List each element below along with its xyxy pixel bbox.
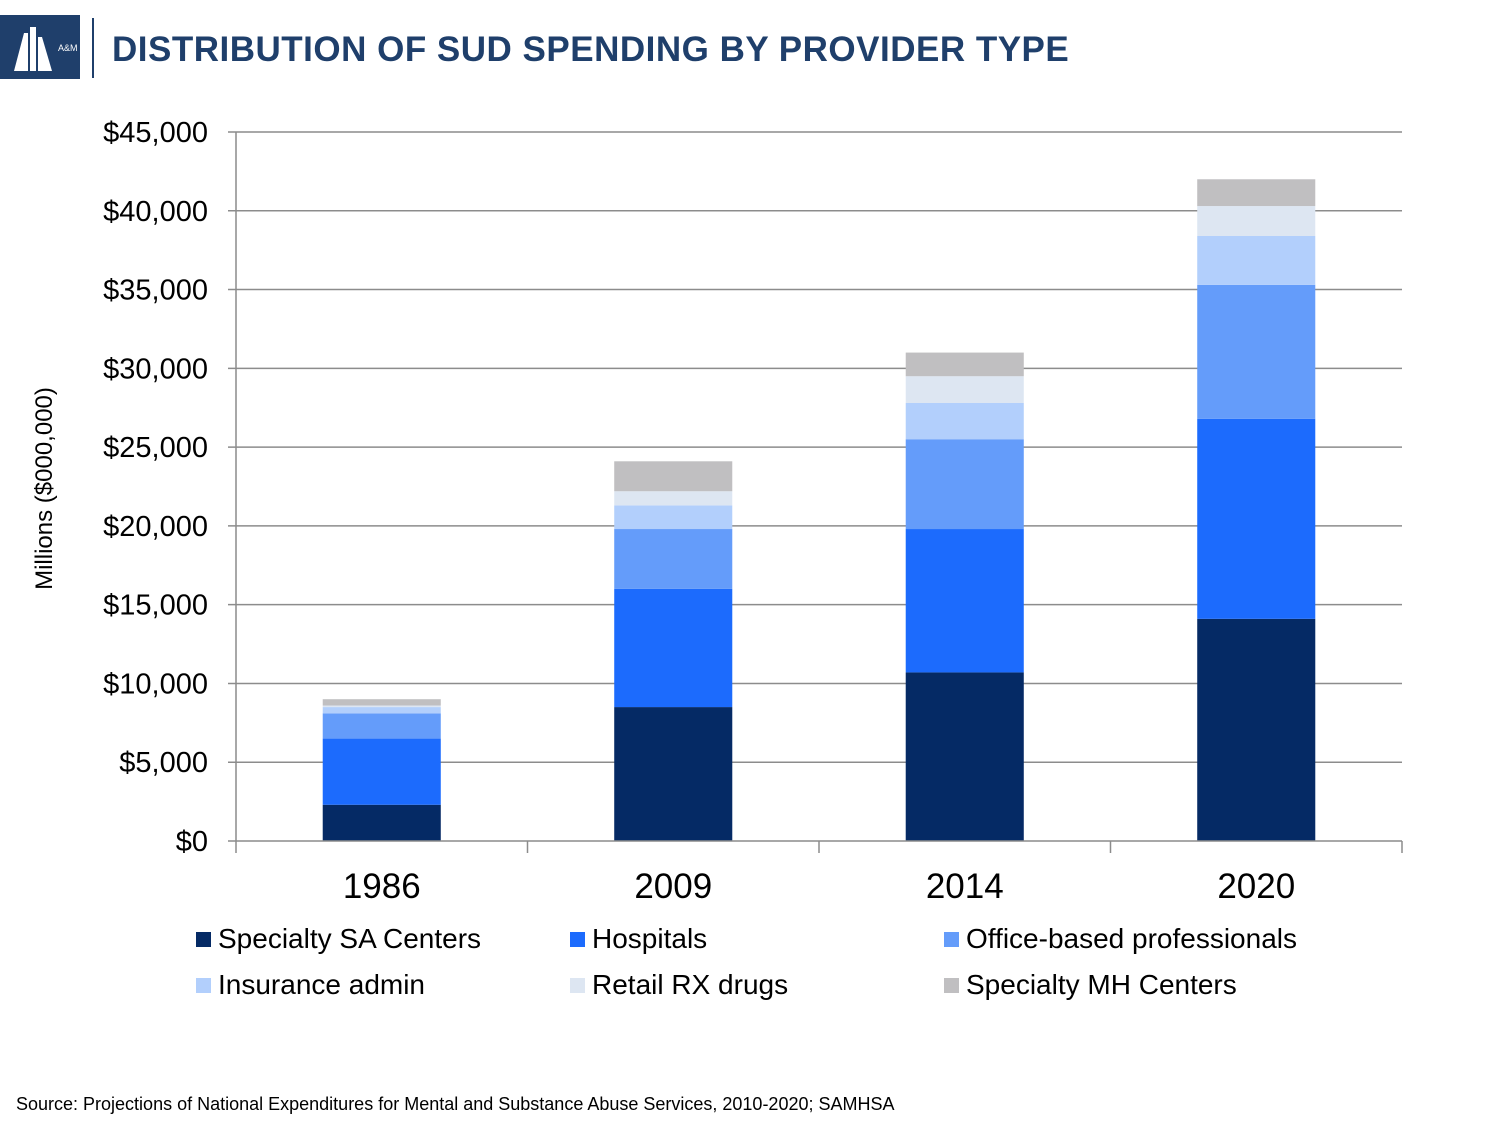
legend-swatch [196, 931, 211, 947]
y-axis-label: Millions ($000,000) [31, 387, 58, 590]
bar-segment [614, 505, 733, 530]
bar-segment [614, 588, 733, 708]
legend-label: Office-based professionals [966, 923, 1297, 954]
x-tick-label: 2014 [926, 867, 1004, 906]
bar-segment [905, 402, 1024, 440]
legend-swatch [944, 977, 959, 993]
bar-segment [322, 713, 441, 739]
bar-segment [1197, 235, 1316, 285]
bar-segment [322, 804, 441, 841]
logo-tower-icon [14, 27, 52, 71]
legend-item: Specialty MH Centers [944, 968, 1324, 1002]
bar-segment [1197, 206, 1316, 236]
x-tick-label: 2020 [1217, 867, 1295, 906]
legend-item: Hospitals [570, 922, 944, 956]
x-tick-label: 1986 [343, 867, 421, 906]
y-tick-label: $20,000 [103, 511, 208, 543]
chart-legend: Specialty SA Centers Hospitals Office-base… [196, 922, 1396, 1002]
page-title: DISTRIBUTION OF SUD SPENDING BY PROVIDER… [112, 30, 1070, 69]
legend-item: Office-based professionals [944, 922, 1324, 956]
legend-swatch [570, 931, 585, 947]
bar-segment [1197, 284, 1316, 419]
legend-label: Specialty SA Centers [218, 923, 482, 954]
legend-label: Insurance admin [218, 969, 426, 1000]
bar-segment [1197, 179, 1316, 207]
bar-segment [614, 529, 733, 589]
legend-item: Retail RX drugs [570, 968, 944, 1002]
source-note: Source: Projections of National Expendit… [16, 1094, 895, 1114]
y-tick-label: $30,000 [103, 353, 208, 385]
bar-segment [905, 376, 1024, 403]
bar-segment [614, 461, 733, 492]
bar-segment [322, 707, 441, 714]
company-logo: A&M [0, 15, 80, 79]
bar-segment [322, 738, 441, 805]
bar-segment [1197, 618, 1316, 841]
y-tick-label: $0 [176, 826, 208, 858]
y-tick-label: $40,000 [103, 196, 208, 228]
y-tick-label: $25,000 [103, 432, 208, 464]
legend-swatch [944, 931, 959, 947]
logo-text: A&M [58, 43, 78, 53]
y-tick-label: $35,000 [103, 275, 208, 307]
legend-label: Retail RX drugs [592, 969, 789, 1000]
bar-segment [614, 491, 733, 506]
y-tick-label: $10,000 [103, 668, 208, 700]
legend-item: Specialty SA Centers [196, 922, 570, 956]
y-tick-label: $5,000 [119, 747, 208, 779]
legend-label: Specialty MH Centers [966, 969, 1237, 1000]
bar-segment [905, 672, 1024, 841]
title-divider [92, 18, 94, 78]
legend-swatch [196, 977, 211, 993]
bar-segment [905, 439, 1024, 530]
x-tick-label: 2009 [634, 867, 712, 906]
bar-segment [1197, 418, 1316, 619]
y-tick-label: $15,000 [103, 590, 208, 622]
legend-swatch [570, 977, 585, 993]
bar-segment [322, 699, 441, 706]
legend-item: Insurance admin [196, 968, 570, 1002]
bar-segment [905, 352, 1024, 377]
bar-segment [614, 707, 733, 841]
legend-label: Hospitals [592, 923, 708, 954]
bar-segment [322, 705, 441, 708]
y-tick-label: $45,000 [103, 117, 208, 149]
bar-segment [905, 529, 1024, 673]
